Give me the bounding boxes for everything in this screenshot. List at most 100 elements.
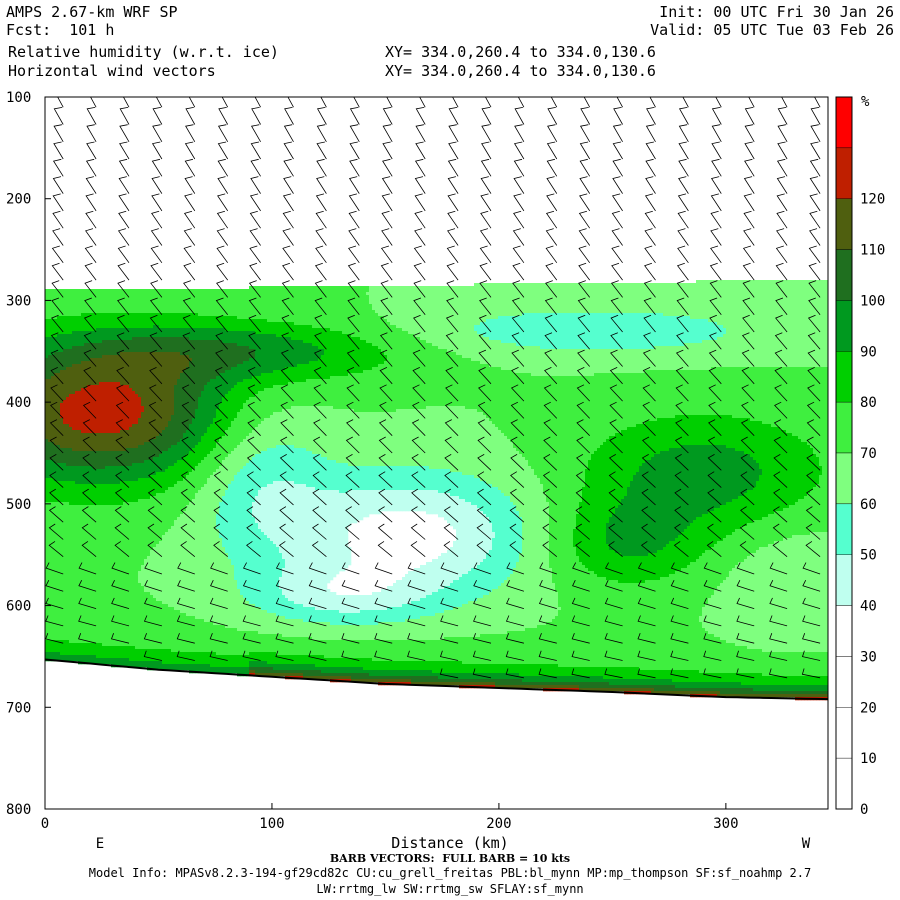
rh-cell bbox=[297, 295, 300, 298]
rh-cell bbox=[63, 292, 66, 295]
rh-cell bbox=[207, 292, 210, 295]
rh-cell bbox=[732, 316, 735, 319]
rh-cell bbox=[333, 286, 336, 289]
rh-cell bbox=[264, 337, 267, 340]
rh-cell bbox=[201, 337, 204, 340]
rh-cell bbox=[300, 316, 303, 319]
rh-cell bbox=[789, 325, 792, 328]
rh-cell bbox=[783, 322, 786, 325]
rh-cell bbox=[48, 313, 51, 316]
rh-cell bbox=[630, 295, 633, 298]
rh-cell bbox=[108, 325, 111, 328]
rh-cell bbox=[498, 310, 501, 313]
rh-cell bbox=[69, 289, 72, 292]
rh-cell bbox=[594, 313, 597, 316]
rh-cell bbox=[147, 304, 150, 307]
rh-cell bbox=[156, 337, 159, 340]
rh-cell bbox=[822, 331, 825, 334]
rh-cell bbox=[717, 289, 720, 292]
rh-cell bbox=[78, 301, 81, 304]
rh-cell bbox=[747, 328, 750, 331]
rh-cell bbox=[360, 334, 363, 337]
rh-cell bbox=[189, 334, 192, 337]
rh-cell bbox=[492, 340, 495, 343]
rh-cell bbox=[378, 292, 381, 295]
rh-cell bbox=[312, 289, 315, 292]
rh-cell bbox=[276, 322, 279, 325]
rh-cell bbox=[297, 304, 300, 307]
rh-cell bbox=[144, 310, 147, 313]
rh-cell bbox=[486, 319, 489, 322]
rh-cell bbox=[558, 340, 561, 343]
rh-cell bbox=[216, 295, 219, 298]
rh-cell bbox=[408, 319, 411, 322]
rh-cell bbox=[99, 322, 102, 325]
rh-cell bbox=[699, 301, 702, 304]
rh-cell bbox=[660, 304, 663, 307]
rh-cell bbox=[258, 334, 261, 337]
rh-cell bbox=[378, 310, 381, 313]
rh-cell bbox=[570, 301, 573, 304]
rh-cell bbox=[63, 313, 66, 316]
rh-cell bbox=[600, 313, 603, 316]
rh-cell bbox=[420, 334, 423, 337]
rh-cell bbox=[411, 337, 414, 340]
rh-cell bbox=[558, 337, 561, 340]
rh-cell bbox=[303, 289, 306, 292]
rh-cell bbox=[270, 328, 273, 331]
rh-cell bbox=[582, 283, 585, 286]
rh-cell bbox=[315, 310, 318, 313]
rh-cell bbox=[750, 289, 753, 292]
rh-cell bbox=[225, 340, 228, 343]
rh-cell bbox=[627, 310, 630, 313]
rh-cell bbox=[252, 328, 255, 331]
rh-cell bbox=[48, 307, 51, 310]
rh-cell bbox=[177, 325, 180, 328]
rh-cell bbox=[618, 316, 621, 319]
rh-cell bbox=[600, 304, 603, 307]
rh-cell bbox=[762, 304, 765, 307]
rh-cell bbox=[171, 313, 174, 316]
rh-cell bbox=[627, 283, 630, 286]
rh-cell bbox=[228, 325, 231, 328]
rh-cell bbox=[585, 316, 588, 319]
rh-cell bbox=[591, 304, 594, 307]
rh-cell bbox=[513, 313, 516, 316]
rh-cell bbox=[699, 307, 702, 310]
rh-cell bbox=[339, 337, 342, 340]
rh-cell bbox=[660, 295, 663, 298]
rh-cell bbox=[732, 307, 735, 310]
rh-cell bbox=[219, 301, 222, 304]
rh-cell bbox=[201, 307, 204, 310]
rh-cell bbox=[249, 295, 252, 298]
rh-cell bbox=[327, 340, 330, 343]
rh-cell bbox=[48, 334, 51, 337]
rh-cell bbox=[432, 337, 435, 340]
rh-cell bbox=[474, 322, 477, 325]
rh-cell bbox=[147, 292, 150, 295]
rh-cell bbox=[378, 325, 381, 328]
rh-cell bbox=[459, 340, 462, 343]
rh-cell bbox=[720, 289, 723, 292]
rh-cell bbox=[597, 337, 600, 340]
rh-cell bbox=[468, 340, 471, 343]
rh-cell bbox=[441, 316, 444, 319]
rh-cell bbox=[696, 304, 699, 307]
rh-cell bbox=[96, 289, 99, 292]
rh-cell bbox=[429, 292, 432, 295]
rh-cell bbox=[339, 301, 342, 304]
rh-cell bbox=[72, 307, 75, 310]
rh-cell bbox=[390, 337, 393, 340]
rh-cell bbox=[609, 337, 612, 340]
rh-cell bbox=[537, 313, 540, 316]
rh-cell bbox=[555, 304, 558, 307]
rh-cell bbox=[192, 298, 195, 301]
rh-cell bbox=[738, 337, 741, 340]
rh-cell bbox=[600, 319, 603, 322]
rh-cell bbox=[633, 328, 636, 331]
rh-cell bbox=[102, 298, 105, 301]
rh-cell bbox=[564, 286, 567, 289]
rh-cell bbox=[597, 289, 600, 292]
rh-cell bbox=[810, 307, 813, 310]
rh-cell bbox=[150, 313, 153, 316]
